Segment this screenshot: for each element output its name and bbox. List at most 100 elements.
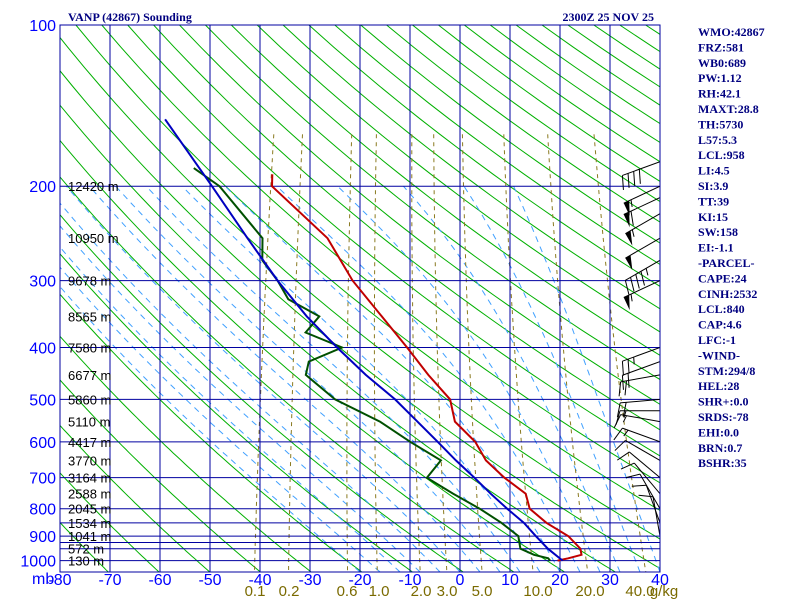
index-item: SRDS:-78	[698, 410, 749, 424]
pressure-label: 700	[29, 471, 56, 488]
moist-adiabat-line	[181, 185, 541, 572]
mixing-ratio-label: 1.0	[369, 583, 390, 600]
pressure-label: 400	[29, 340, 56, 357]
wind-barb	[618, 374, 660, 397]
temperature-label: -70	[98, 572, 121, 589]
dry-adiabat-line	[60, 104, 616, 572]
dry-adiabat-line	[60, 139, 565, 572]
height-labels: 12420 m 10950 m 9678 m 8565 m 7580 m 6677 m 58…	[68, 179, 119, 568]
chart-timestamp: 2300Z 25 NOV 25	[563, 10, 654, 24]
dry-adiabat-line	[60, 293, 363, 572]
mixing-ratio-label: 0.1	[245, 583, 266, 600]
mixing-ratio-label: 2.0	[411, 583, 432, 600]
mixing-ratio-line	[346, 134, 353, 572]
mixing-ratio-label: 0.2	[279, 583, 300, 600]
index-item: TH:5730	[698, 117, 743, 131]
height-label: 5110 m	[68, 415, 110, 430]
temperature-labels: -80 -70 -60 -50 -40 -30 -20 -10 0 10 20 30 40	[48, 572, 669, 589]
dry-adiabat-line	[230, 25, 660, 356]
moist-adiabat-line	[513, 185, 660, 572]
temperature-label: -40	[248, 572, 271, 589]
mixing-ratio-label: 3.0	[437, 583, 458, 600]
dry-adiabat-line	[308, 25, 660, 287]
temperature-label: -80	[48, 572, 71, 589]
temperature-label: 30	[601, 572, 619, 589]
index-item: FRZ:581	[698, 40, 744, 54]
pressure-label: 1000	[20, 554, 56, 571]
mixing-ratio-line	[373, 134, 378, 572]
moist-adiabat-line	[403, 185, 621, 572]
plot-border	[59, 24, 661, 573]
index-item: RH:42.1	[698, 87, 741, 101]
index-item: STM:294/8	[698, 364, 755, 378]
dry-adiabat-line	[205, 25, 660, 381]
index-item: -WIND-	[698, 348, 740, 362]
temperature-label: 40	[651, 572, 669, 589]
index-item: LCL:958	[698, 148, 745, 162]
wind-barb	[624, 259, 660, 295]
index-item: KI:15	[698, 210, 728, 224]
height-label: 130 m	[68, 554, 104, 569]
mixing-ratio-label: 20.0	[575, 583, 604, 600]
height-label: 10950 m	[68, 231, 119, 246]
wind-barb	[625, 237, 660, 271]
dry-adiabat-line	[60, 521, 109, 572]
height-label: 5860 m	[68, 392, 111, 407]
temperature-label: 20	[551, 572, 569, 589]
mixing-ratio-labels: 0.1 0.2 0.6 1.0 2.0 3.0 5.0 10.0 20.0 40.0g/kg	[245, 583, 679, 600]
wind-barbs	[613, 161, 660, 555]
height-label: 12420 m	[68, 179, 119, 194]
pressure-unit-label: mb	[32, 571, 54, 588]
mixing-ratio-line	[593, 134, 647, 572]
wind-barb	[613, 427, 660, 443]
dry-adiabat-line	[127, 25, 660, 457]
grid	[60, 25, 660, 572]
index-item: LCL:840	[698, 302, 745, 316]
dry-adiabat-line	[101, 25, 660, 484]
height-label: 8565 m	[68, 309, 111, 324]
dewpoint-line	[193, 167, 551, 562]
wind-barb	[621, 161, 660, 190]
wind-barb	[625, 213, 660, 246]
wind-barb	[621, 347, 660, 376]
index-item: SW:158	[698, 225, 738, 239]
temperature-label: -60	[148, 572, 171, 589]
wind-barb	[659, 554, 660, 555]
index-item: -PARCEL-	[698, 256, 754, 270]
dry-adiabat-line	[60, 253, 413, 572]
index-item: BSHR:35	[698, 456, 747, 470]
index-item: LI:4.5	[698, 164, 730, 178]
index-item: BRN:0.7	[698, 441, 742, 455]
moist-adiabat-line	[89, 185, 481, 572]
wind-barb	[613, 414, 660, 428]
pressure-labels: 100 200 300 400 500 600 700 800 900 1000	[20, 18, 56, 571]
dry-adiabat-line	[60, 176, 515, 572]
dry-adiabat-line	[60, 379, 261, 572]
temperature-label: -10	[398, 572, 421, 589]
mixing-ratio-line	[433, 134, 448, 572]
temperature-label: -20	[348, 572, 371, 589]
index-item: CINH:2532	[698, 287, 757, 301]
dry-adiabat-line	[179, 25, 660, 405]
index-item: MAXT:28.8	[698, 102, 759, 116]
moist-adiabat-line	[66, 185, 461, 572]
dry-adiabats	[60, 25, 660, 572]
mixing-ratio-line	[253, 134, 275, 572]
height-label: 2588 m	[68, 487, 111, 502]
dry-adiabat-line	[334, 25, 660, 266]
wind-barb	[659, 548, 660, 549]
height-label: 1534 m	[68, 516, 111, 531]
index-item: EHI:0.0	[698, 425, 739, 439]
temperature-label: -30	[298, 572, 321, 589]
index-item: WMO:42867	[698, 25, 765, 39]
dry-adiabat-line	[153, 25, 660, 431]
profile-lines	[164, 118, 583, 562]
pressure-label: 300	[29, 274, 56, 291]
temperature-line	[270, 174, 583, 562]
mixing-ratio-label: 5.0	[472, 583, 493, 600]
wind-barb	[625, 473, 660, 509]
pressure-label: 900	[29, 529, 56, 546]
index-item: CAP:4.6	[698, 318, 742, 332]
index-item: LFC:-1	[698, 333, 736, 347]
